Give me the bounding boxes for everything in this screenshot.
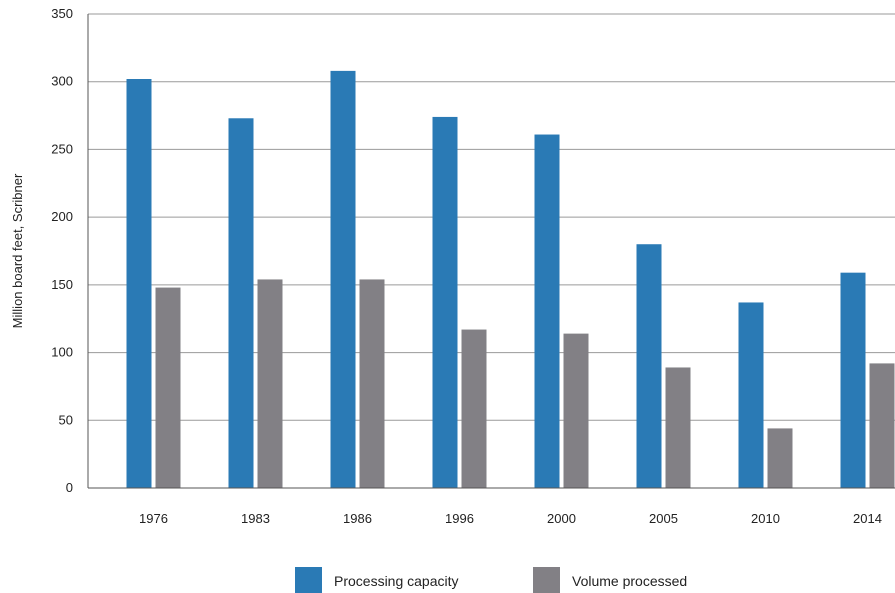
legend-label-volume-processed: Volume processed [572,573,687,589]
bar-processing-capacity-1986 [330,70,356,488]
y-tick-label: 250 [51,141,73,156]
y-tick-label: 100 [51,345,73,360]
bar-volume-processed-2014 [869,363,895,488]
bar-volume-processed-1986 [359,279,385,488]
x-tick-label: 2000 [547,511,576,526]
bar-volume-processed-1983 [257,279,283,488]
legend-swatch-processing-capacity [295,567,322,593]
y-tick-label: 350 [51,6,73,21]
gridlines [88,13,895,421]
legend-swatch-volume-processed [533,567,560,593]
y-tick-label: 0 [66,480,73,495]
y-tick-label: 200 [51,209,73,224]
bar-processing-capacity-2014 [840,272,866,488]
bar-processing-capacity-2000 [534,134,560,488]
bar-processing-capacity-1996 [432,116,458,488]
bar-volume-processed-2005 [665,367,691,488]
y-tick-label: 150 [51,277,73,292]
legend-label-processing-capacity: Processing capacity [334,573,459,589]
x-tick-label: 1986 [343,511,372,526]
x-tick-label: 2005 [649,511,678,526]
x-tick-label: 2010 [751,511,780,526]
y-axis-ticks: 0 50 100 150 200 250 300 350 [51,6,73,495]
y-axis-title: Million board feet, Scribner [10,173,25,328]
x-tick-label: 1983 [241,511,270,526]
x-axis-ticks: 1976 1983 1986 1996 2000 2005 2010 2014 [139,511,882,526]
x-tick-label: 1976 [139,511,168,526]
bar-processing-capacity-1983 [228,118,254,488]
bar-processing-capacity-2010 [738,302,764,488]
bars [126,70,895,489]
y-tick-label: 300 [51,74,73,89]
legend: Processing capacity Volume processed [295,567,687,593]
bar-processing-capacity-2005 [636,244,662,488]
x-tick-label: 2014 [853,511,882,526]
bar-volume-processed-2000 [563,333,589,488]
x-tick-label: 1996 [445,511,474,526]
y-tick-label: 50 [59,412,73,427]
bar-processing-capacity-1976 [126,79,152,489]
bar-volume-processed-1996 [461,329,487,488]
bar-volume-processed-1976 [155,287,181,488]
bar-volume-processed-2010 [767,428,793,488]
